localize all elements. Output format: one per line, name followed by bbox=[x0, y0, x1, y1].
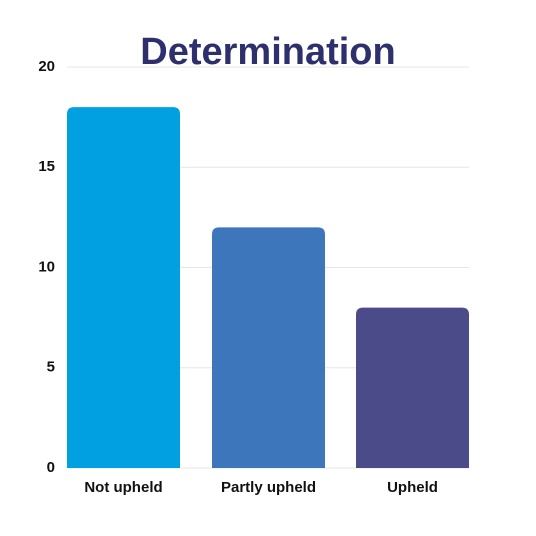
x-tick-label: Partly upheld bbox=[221, 479, 316, 496]
x-tick-label: Not upheld bbox=[84, 479, 162, 496]
bar bbox=[67, 107, 180, 468]
chart-title: Determination bbox=[140, 31, 395, 73]
y-tick-label: 5 bbox=[47, 359, 55, 376]
y-tick-label: 0 bbox=[47, 459, 55, 476]
x-tick-label: Upheld bbox=[387, 479, 438, 496]
y-tick-label: 20 bbox=[38, 58, 55, 75]
y-tick-label: 10 bbox=[38, 258, 55, 275]
bar bbox=[212, 227, 325, 468]
y-tick-label: 15 bbox=[38, 158, 55, 175]
bar bbox=[356, 307, 469, 468]
